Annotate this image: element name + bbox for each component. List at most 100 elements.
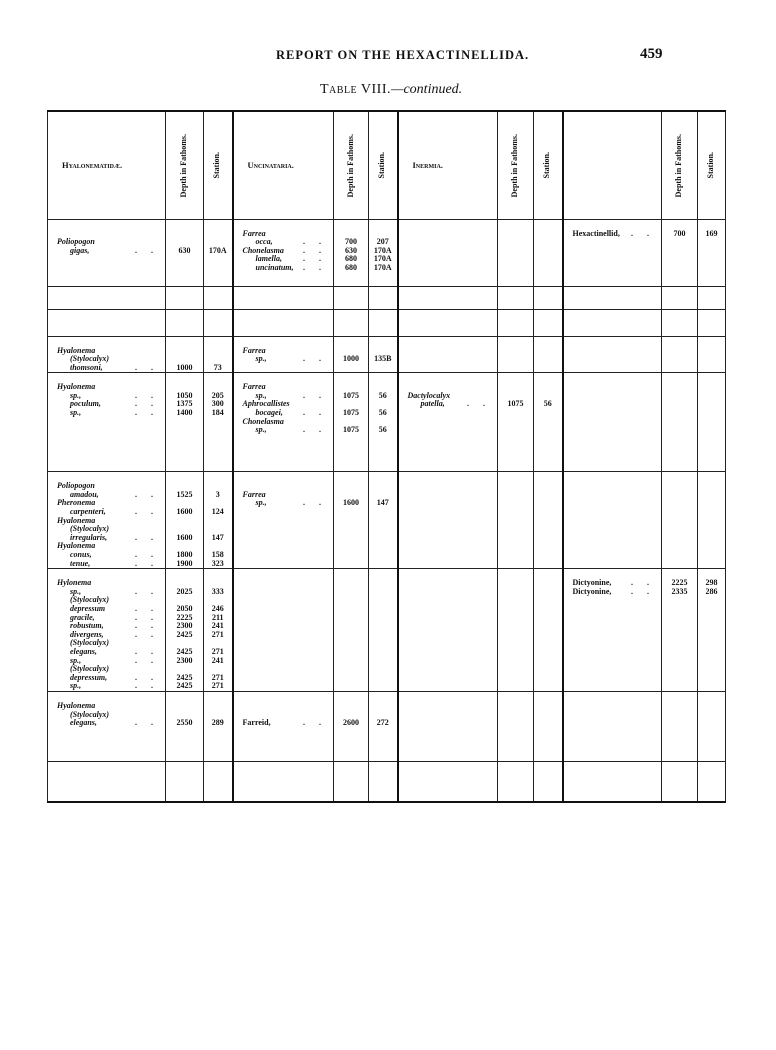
station-cell: 298 286: [697, 568, 726, 693]
depth-cell: 2600: [333, 691, 369, 763]
depth-header-label: Depth in Fathoms.: [674, 133, 684, 197]
station-value: [369, 491, 397, 500]
depth-value: 2600: [343, 719, 359, 728]
station-value: 207: [376, 238, 389, 247]
station-cell: [533, 335, 563, 374]
station-value: 246: [211, 605, 224, 613]
depth-value: [166, 517, 203, 526]
depth-value: [498, 383, 533, 392]
group-header-0: Hyalonematidæ.: [47, 110, 166, 220]
species-cell: [396, 761, 498, 803]
station-value: [534, 383, 562, 392]
station-cell: [697, 471, 726, 570]
station-cell: 3 124 147 158 323: [203, 471, 233, 570]
taxon-name: Hyalonema: [57, 702, 96, 711]
station-cell: [368, 761, 398, 803]
depth-value: 1000: [176, 363, 193, 372]
dot-leader: . .: [303, 238, 327, 247]
station-value: [369, 383, 397, 392]
depth-cell: 2025 2050 2225 2300 2425 2425 2300 2425 2425: [165, 568, 204, 693]
taxon-name: depressum: [70, 605, 106, 613]
depth-cell: 2225 2335: [661, 568, 698, 693]
taxon-name: (Stylocalyx): [70, 355, 110, 364]
table-row: [47, 285, 726, 310]
depth-value: 1075: [343, 409, 359, 418]
station-cell: 147: [368, 471, 398, 570]
station-cell: 289: [203, 691, 233, 763]
species-cell: [561, 335, 662, 374]
station-value: 170A: [373, 246, 392, 255]
depth-value: [334, 230, 368, 239]
depth-cell: 1000: [165, 335, 204, 374]
taxon-name: Farrea: [242, 490, 266, 499]
depth-value: 1375: [176, 400, 193, 409]
taxon-name: Dictyonine,: [572, 587, 612, 596]
station-header: Station.: [203, 110, 233, 220]
species-cell: [396, 471, 498, 570]
station-cell: [203, 285, 233, 310]
depth-cell: [497, 218, 534, 287]
species-cell: [396, 691, 498, 763]
station-value: 241: [211, 656, 224, 665]
station-value: 272: [376, 719, 389, 728]
station-value: [369, 230, 397, 239]
dot-leader: . .: [303, 355, 327, 364]
depth-cell: [661, 691, 698, 763]
taxon-name: Hylonema: [57, 579, 92, 588]
dot-leader: . .: [135, 630, 159, 639]
depth-value: 1600: [176, 508, 193, 517]
station-cell: [533, 568, 563, 693]
depth-cell: [661, 335, 698, 374]
station-cell: 56 56 56: [368, 372, 398, 473]
depth-cell: [333, 285, 369, 310]
station-cell: [697, 335, 726, 374]
station-cell: [533, 285, 563, 310]
station-value: [204, 499, 232, 508]
station-value: 73: [213, 363, 222, 372]
taxon-name: Chonelasma: [242, 246, 284, 255]
depth-cell: 1075: [497, 372, 534, 473]
depth-value: 680: [345, 263, 357, 272]
taxon-name: Pheronema: [57, 499, 96, 508]
station-value: [204, 542, 232, 551]
depth-value: 2425: [176, 630, 193, 639]
station-header: Station.: [533, 110, 563, 220]
station-header-label: Station.: [212, 152, 222, 179]
table-row: Poliopogon amadou, . . Pheronema carpenteri,…: [47, 471, 726, 570]
taxon-name: sp.,: [70, 587, 82, 596]
station-value: [369, 482, 397, 491]
taxon-name: conus,: [70, 551, 92, 560]
station-value: [369, 418, 397, 427]
depth-value: 700: [345, 238, 357, 247]
station-value: 211: [211, 613, 224, 622]
depth-value: [166, 482, 203, 491]
station-value: [204, 482, 232, 491]
depth-cell: [497, 691, 534, 763]
station-cell: [697, 372, 726, 473]
taxon-name: lamella,: [255, 255, 282, 264]
depth-cell: [333, 568, 369, 693]
depth-value: 680: [345, 255, 357, 264]
species-cell: Dictyonine, . . Dictyonine, . .: [561, 568, 662, 693]
station-value: 170A: [208, 246, 227, 255]
depth-value: 630: [178, 246, 191, 255]
depth-header-label: Depth in Fathoms.: [510, 133, 520, 197]
station-value: 169: [705, 229, 718, 238]
dot-leader: . .: [135, 409, 159, 418]
taxon-name: gigas,: [70, 246, 90, 255]
station-value: [204, 711, 232, 720]
depth-value: 630: [345, 246, 357, 255]
taxon-name: sp.,: [255, 391, 267, 400]
taxon-name: Poliopogon: [57, 238, 95, 247]
depth-value: 1900: [176, 559, 193, 568]
depth-header: Depth in Fathoms.: [333, 110, 369, 220]
dot-leader: . .: [631, 579, 655, 588]
dot-leader: . .: [303, 263, 327, 272]
depth-value: 1600: [176, 533, 193, 542]
depth-value: [334, 711, 368, 720]
group-header-3: [561, 110, 662, 220]
depth-cell: [165, 761, 204, 803]
station-value: [204, 639, 232, 648]
station-value: 323: [211, 559, 224, 568]
